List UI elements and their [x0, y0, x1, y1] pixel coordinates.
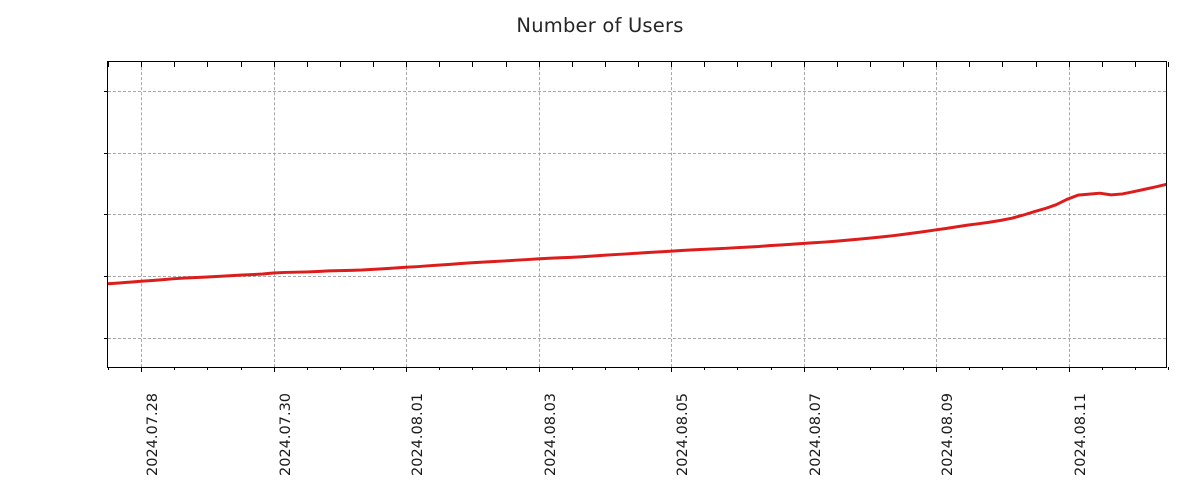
x-tick-mark-minor [240, 367, 242, 370]
x-tick-mark-minor [339, 367, 341, 370]
x-tick-mark-minor [638, 367, 639, 370]
x-tick-mark-minor [1101, 367, 1103, 370]
x-tick-mark-top [1134, 62, 1136, 67]
gridline-horizontal [108, 152, 1166, 154]
x-tick-label: 2024.08.01 [410, 392, 427, 476]
series-line-chart [108, 182, 1166, 286]
x-tick-label: 2024.08.11 [1072, 392, 1089, 476]
x-tick-mark-top [141, 62, 143, 67]
x-tick-label: 2024.07.30 [277, 392, 294, 476]
x-tick-mark-minor [604, 367, 606, 370]
gridline-vertical [406, 62, 408, 367]
x-tick-mark-minor [770, 367, 772, 370]
x-tick-mark-minor [869, 367, 871, 370]
x-tick-mark-top [869, 62, 871, 67]
x-tick-mark-top [803, 62, 805, 67]
gridline-vertical [803, 62, 805, 367]
x-tick-label: 2024.08.09 [940, 392, 957, 476]
x-tick-mark-top [704, 62, 706, 67]
x-tick-mark-top [505, 62, 507, 67]
x-tick-mark-minor [306, 367, 308, 370]
y-tick-mark [103, 337, 108, 339]
gridline-horizontal [108, 90, 1166, 92]
x-tick-mark-top [571, 62, 573, 67]
x-tick-mark-top [638, 62, 639, 67]
gridline-vertical [273, 62, 275, 367]
x-tick-mark-top [108, 62, 109, 67]
x-tick-mark-minor [174, 367, 176, 370]
gridline-horizontal [108, 214, 1166, 216]
x-tick-mark-major [406, 367, 408, 372]
gridline-vertical [141, 62, 143, 367]
x-tick-mark-minor [1134, 367, 1136, 370]
x-tick-mark-top [936, 62, 938, 67]
gridline-horizontal [108, 275, 1166, 277]
x-tick-mark-minor [1168, 367, 1169, 370]
plot-inner [108, 62, 1166, 367]
x-tick-mark-top [240, 62, 242, 67]
x-tick-mark-major [273, 367, 275, 372]
x-tick-mark-top [1068, 62, 1070, 67]
y-tick-mark [103, 214, 108, 216]
x-tick-mark-minor [373, 367, 374, 370]
x-tick-mark-top [373, 62, 374, 67]
gridline-horizontal [108, 337, 1166, 339]
x-tick-label: 2024.08.03 [542, 392, 559, 476]
x-tick-mark-major [803, 367, 805, 372]
x-tick-mark-top [406, 62, 408, 67]
x-tick-mark-top [836, 62, 838, 67]
x-tick-mark-minor [969, 367, 971, 370]
x-tick-mark-minor [1035, 367, 1037, 370]
gridline-vertical [936, 62, 938, 367]
y-tick-mark [103, 90, 108, 92]
x-tick-mark-top [1101, 62, 1103, 67]
x-tick-mark-minor [108, 367, 109, 370]
x-tick-label: 2024.08.05 [675, 392, 692, 476]
x-tick-mark-major [141, 367, 143, 372]
gridline-vertical [671, 62, 673, 367]
x-tick-mark-major [671, 367, 673, 372]
x-tick-mark-minor [737, 367, 739, 370]
x-tick-mark-minor [704, 367, 706, 370]
x-tick-mark-top [770, 62, 772, 67]
x-tick-label: 2024.07.28 [145, 392, 162, 476]
x-tick-mark-major [936, 367, 938, 372]
x-tick-mark-minor [439, 367, 441, 370]
x-tick-mark-minor [903, 367, 904, 370]
x-tick-mark-top [1002, 62, 1004, 67]
x-tick-mark-top [1035, 62, 1037, 67]
chart-title: Number of Users [516, 14, 684, 37]
x-tick-mark-minor [836, 367, 838, 370]
x-tick-mark-major [1068, 367, 1070, 372]
x-tick-mark-top [903, 62, 904, 67]
x-tick-mark-top [538, 62, 540, 67]
x-tick-mark-top [671, 62, 673, 67]
x-tick-mark-top [969, 62, 971, 67]
gridline-vertical [538, 62, 540, 367]
x-tick-mark-minor [472, 367, 474, 370]
x-tick-mark-top [339, 62, 341, 67]
x-tick-mark-top [306, 62, 308, 67]
x-tick-mark-minor [505, 367, 507, 370]
x-tick-mark-top [174, 62, 176, 67]
gridline-vertical [1068, 62, 1070, 367]
plot-area [103, 61, 1169, 372]
x-tick-mark-minor [571, 367, 573, 370]
x-tick-mark-top [737, 62, 739, 67]
x-tick-mark-top [207, 62, 209, 67]
series-line-number-of-users [108, 182, 1166, 286]
y-tick-mark [103, 152, 108, 154]
x-tick-mark-top [273, 62, 275, 67]
y-tick-mark [103, 275, 108, 277]
x-tick-mark-minor [207, 367, 209, 370]
x-tick-mark-top [472, 62, 474, 67]
x-tick-mark-major [538, 367, 540, 372]
x-tick-mark-top [439, 62, 441, 67]
x-tick-mark-top [1168, 62, 1169, 67]
x-tick-mark-top [604, 62, 606, 67]
x-tick-label: 2024.08.07 [807, 392, 824, 476]
x-tick-mark-minor [1002, 367, 1004, 370]
